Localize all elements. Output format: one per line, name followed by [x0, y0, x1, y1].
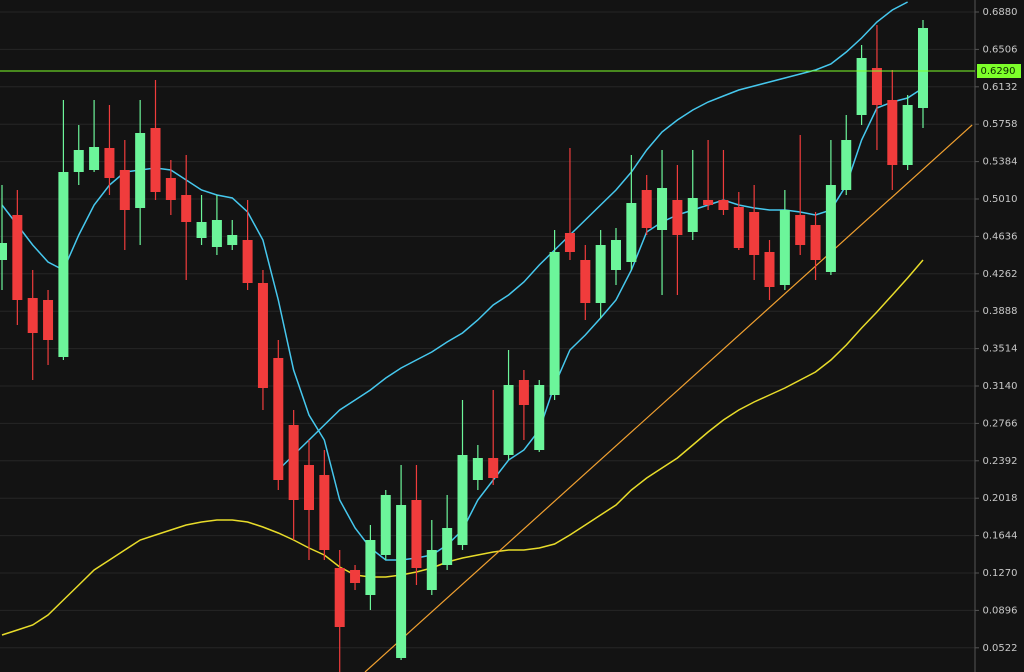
- candle-body: [181, 195, 192, 222]
- candle-body: [227, 235, 238, 245]
- candle-body: [488, 458, 499, 478]
- candle-body: [856, 58, 867, 115]
- candle-body: [703, 200, 714, 205]
- candle-body: [871, 68, 882, 105]
- candle-body: [43, 300, 54, 340]
- y-tick-label: 0.2018: [983, 493, 1018, 504]
- candle-body: [426, 550, 437, 590]
- y-tick-label: 0.4636: [983, 231, 1018, 242]
- candle-body: [411, 500, 422, 568]
- candle-body: [733, 207, 744, 248]
- candle-body: [764, 252, 775, 287]
- candle-body: [641, 190, 652, 228]
- last-price-box: [977, 64, 1021, 78]
- candle-body: [334, 568, 345, 627]
- candle-body: [825, 185, 836, 272]
- candle-body: [396, 505, 407, 658]
- candle-body: [749, 212, 760, 255]
- trendline: [364, 124, 973, 672]
- moving-average-line: [277, 1, 908, 471]
- y-tick-label: 0.0896: [983, 605, 1018, 616]
- candle-body: [534, 385, 545, 450]
- candle-body: [795, 215, 806, 245]
- candle-body: [365, 540, 376, 595]
- candle-body: [135, 133, 146, 208]
- candle-body: [73, 150, 84, 172]
- candle-body: [257, 283, 268, 388]
- moving-average-line: [1, 259, 924, 636]
- y-tick-label: 0.1270: [983, 568, 1018, 579]
- candle-body: [687, 198, 698, 232]
- candle-body: [104, 148, 115, 178]
- y-tick-label: 0.5384: [983, 157, 1018, 168]
- candle-body: [595, 245, 606, 303]
- candle-body: [580, 260, 591, 303]
- candle-body: [58, 172, 69, 357]
- candle-body: [611, 240, 621, 270]
- y-tick-label: 0.0522: [983, 643, 1018, 654]
- candle-body: [304, 465, 314, 510]
- candle-body: [841, 140, 852, 190]
- y-tick-label: 0.5010: [983, 194, 1018, 205]
- candle-body: [549, 252, 560, 395]
- y-tick-label: 0.3888: [983, 306, 1018, 317]
- candle-body: [810, 225, 821, 260]
- y-tick-label: 0.6880: [983, 7, 1018, 18]
- y-tick-label: 0.6506: [983, 44, 1018, 55]
- candle-body: [442, 528, 453, 565]
- candle-body: [564, 233, 575, 252]
- y-tick-label: 0.3514: [983, 344, 1018, 355]
- candle-body: [196, 222, 207, 238]
- candle-body: [89, 147, 100, 170]
- candle-body: [273, 358, 284, 480]
- candle-body: [902, 105, 913, 165]
- candle-body: [718, 200, 729, 210]
- candle-body: [0, 243, 7, 260]
- candle-body: [779, 210, 790, 285]
- candle-body: [288, 425, 299, 500]
- y-tick-label: 0.6132: [983, 82, 1018, 93]
- candle-body: [150, 128, 161, 192]
- candle-body: [457, 455, 468, 545]
- y-tick-label: 0.1644: [983, 531, 1018, 542]
- candle-body: [503, 385, 514, 455]
- y-tick-label: 0.4262: [983, 269, 1018, 280]
- candle-body: [242, 240, 253, 283]
- candle-body: [918, 28, 928, 108]
- candle-body: [319, 475, 330, 550]
- y-tick-label: 0.2766: [983, 418, 1018, 429]
- candle-body: [472, 458, 483, 480]
- candle-body: [350, 570, 361, 583]
- y-tick-label: 0.3140: [983, 381, 1018, 392]
- candle-body: [887, 100, 898, 165]
- candle-body: [380, 495, 391, 555]
- candle-body: [626, 203, 637, 262]
- candle-body: [165, 178, 176, 200]
- candle-body: [12, 215, 23, 300]
- y-tick-label: 0.2392: [983, 456, 1018, 467]
- candle-body: [27, 298, 38, 333]
- last-price-label: 0.6290: [981, 66, 1016, 77]
- candle-body: [672, 200, 683, 235]
- candle-body: [657, 188, 668, 230]
- y-tick-label: 0.5758: [983, 119, 1018, 130]
- candle-body: [518, 380, 529, 405]
- candle-body: [119, 170, 130, 210]
- candle-body: [211, 220, 222, 247]
